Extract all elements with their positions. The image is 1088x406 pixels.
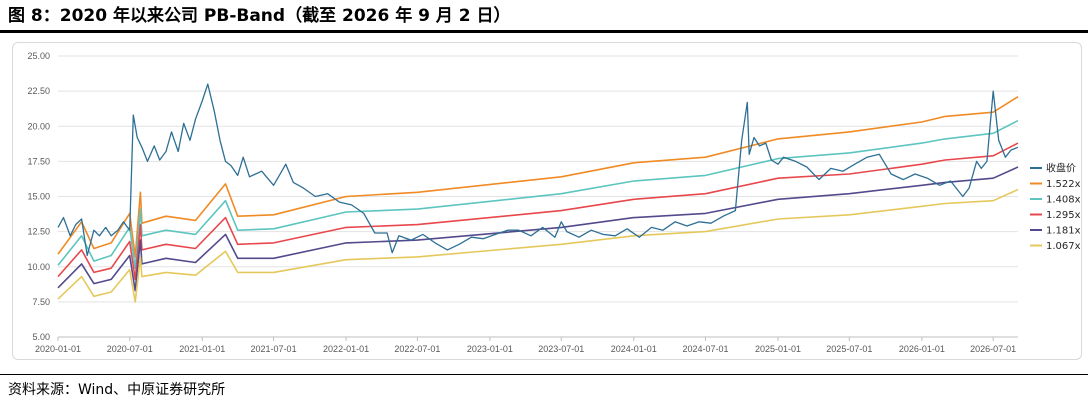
y-tick-label: 22.50 [27,86,50,96]
axes: 5.00 7.50 10.00 12.50 15.00 17.50 20.00 22.50 25… [27,51,1018,354]
bottom-rule [0,374,1088,375]
x-tick-label: 2021-07-01 [251,344,297,354]
x-tick-label: 2026-07-01 [970,344,1016,354]
legend-label-b1181: 1.181x [1046,226,1081,237]
y-tick-label: 20.00 [27,121,50,131]
x-tick-label: 2020-01-01 [35,344,81,354]
x-tick-label: 2026-01-01 [899,344,945,354]
pb-band-chart: 5.00 7.50 10.00 12.50 15.00 17.50 20.00 22.50 25… [27,51,1081,354]
x-tick-label: 2020-07-01 [107,344,153,354]
y-tick-label: 25.00 [27,51,50,61]
figure-title: 图 8：2020 年以来公司 PB-Band（截至 2026 年 9 月 2 日… [8,6,511,26]
legend-label-b1067: 1.067x [1046,241,1081,252]
y-tick-label: 5.00 [32,332,50,342]
x-tick-label: 2024-07-01 [682,344,728,354]
series-line-b1067 [57,188,1019,303]
legend-label-b1522: 1.522x [1046,179,1081,190]
series-line-b1181 [57,166,1019,292]
y-tick-label: 10.00 [27,262,50,272]
series-line-b1522 [57,96,1019,258]
x-tick-label: 2025-07-01 [826,344,872,354]
x-tick-label: 2023-01-01 [467,344,513,354]
y-tick-label: 12.50 [27,227,50,237]
series-line-b1295 [57,142,1019,281]
legend-label-b1295: 1.295x [1046,210,1081,221]
x-tick-label: 2025-01-01 [755,344,801,354]
series-line-b1408 [57,119,1019,270]
legend-label-b1408: 1.408x [1046,195,1081,206]
chart-frame [12,42,1082,360]
y-tick-label: 17.50 [27,156,50,166]
y-tick-label: 7.50 [32,297,50,307]
legend: 收盘价 1.522x 1.408x 1.295x 1.181x 1.067x [1030,162,1081,252]
series-line-close [57,83,1019,257]
x-tick-label: 2024-01-01 [611,344,657,354]
x-tick-label: 2023-07-01 [538,344,584,354]
y-tick-label: 15.00 [27,192,50,202]
x-tick-label: 2021-01-01 [179,344,225,354]
x-tick-label: 2022-01-01 [323,344,369,354]
source-note: 资料来源：Wind、中原证券研究所 [8,382,226,398]
top-rule [0,30,1088,33]
legend-label-close: 收盘价 [1046,162,1076,175]
series-lines [57,83,1019,303]
x-tick-label: 2022-07-01 [394,344,440,354]
